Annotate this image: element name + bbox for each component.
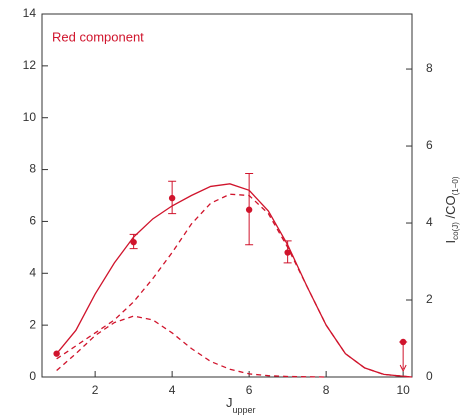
model-curve	[56, 315, 327, 378]
annotation: Red component	[52, 29, 144, 44]
x-tick-label: 4	[169, 383, 176, 397]
x-tick-label: 2	[92, 383, 99, 397]
data-point	[284, 249, 291, 256]
y-tick-label: 10	[23, 110, 37, 124]
y2-tick-label: 0	[426, 369, 433, 383]
data-point	[168, 194, 176, 202]
y2-label-sub2: (1−0)	[451, 176, 460, 195]
y-tick-label: 14	[23, 6, 37, 20]
y2-tick-label: 6	[426, 138, 433, 152]
y2-axis-label: Ico(J) /CO(1−0)	[443, 176, 460, 243]
x-label-sub: upper	[233, 405, 256, 415]
y-tick-label: 8	[29, 162, 36, 176]
data-point	[399, 338, 407, 346]
data-point	[53, 350, 60, 357]
y2-label-main: I	[443, 240, 458, 244]
x-axis-label: Jupper	[226, 395, 256, 415]
y-tick-label: 4	[29, 265, 36, 279]
y2-tick-label: 2	[426, 292, 433, 306]
y2-label-sub1: co(J)	[451, 222, 460, 240]
model-curve	[56, 183, 413, 378]
y2-tick-label: 4	[426, 215, 433, 229]
y2-label-mid: /CO	[443, 195, 458, 222]
data-point	[130, 238, 137, 246]
x-label-main: J	[226, 395, 233, 410]
y-tick-label: 2	[29, 317, 36, 331]
plot-frame	[41, 13, 413, 378]
x-tick-label: 6	[246, 383, 253, 397]
x-tick-label: 8	[323, 383, 330, 397]
y-tick-label: 0	[29, 369, 36, 383]
y-tick-label: 6	[29, 214, 36, 228]
data-point	[245, 206, 253, 213]
model-curve	[56, 193, 413, 378]
y2-tick-label: 8	[426, 61, 433, 75]
x-tick-label: 10	[396, 383, 410, 397]
y-tick-label: 12	[23, 58, 37, 72]
upper-limit-arrow	[399, 341, 407, 373]
